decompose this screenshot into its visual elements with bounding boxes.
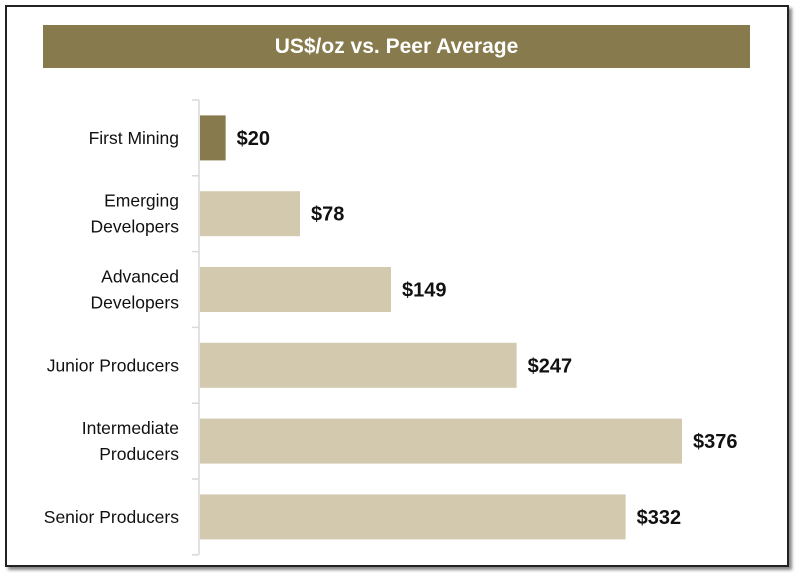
category-label: Emerging Developers: [90, 191, 179, 237]
data-label: $78: [311, 204, 344, 226]
data-label: $376: [693, 431, 738, 453]
bar: [200, 191, 300, 237]
data-label: $20: [237, 128, 270, 150]
data-label: $247: [528, 355, 573, 377]
chart-title: US$/oz vs. Peer Average: [43, 25, 750, 68]
category-label: First Mining: [89, 128, 179, 148]
category-label: Advanced Developers: [90, 267, 179, 313]
category-label: Intermediate Producers: [82, 418, 180, 464]
bar: [200, 267, 392, 312]
bar: [200, 494, 626, 540]
bar: [200, 342, 517, 388]
bar: [200, 418, 682, 464]
data-label: $149: [402, 280, 447, 302]
bar: [200, 115, 226, 161]
category-label: Junior Producers: [47, 355, 180, 375]
chart-frame: [5, 5, 789, 567]
data-label: $332: [637, 507, 682, 529]
category-label: Senior Producers: [44, 507, 179, 527]
